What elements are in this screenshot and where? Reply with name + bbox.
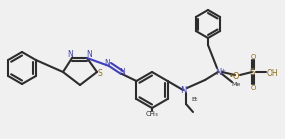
Text: +: + xyxy=(220,68,226,73)
Text: O: O xyxy=(250,85,256,91)
Text: N: N xyxy=(180,85,186,95)
Text: O: O xyxy=(250,54,256,60)
Text: S: S xyxy=(249,68,255,76)
Text: Me: Me xyxy=(231,81,241,86)
Text: N: N xyxy=(104,59,110,68)
Text: OH: OH xyxy=(266,69,278,78)
Text: N: N xyxy=(215,68,221,76)
Text: CH₃: CH₃ xyxy=(146,111,158,117)
Text: •O: •O xyxy=(228,71,240,80)
Text: Et: Et xyxy=(192,96,198,101)
Text: S: S xyxy=(98,69,102,78)
Text: N: N xyxy=(67,49,73,59)
Text: N: N xyxy=(86,49,92,59)
Text: N: N xyxy=(119,68,125,76)
